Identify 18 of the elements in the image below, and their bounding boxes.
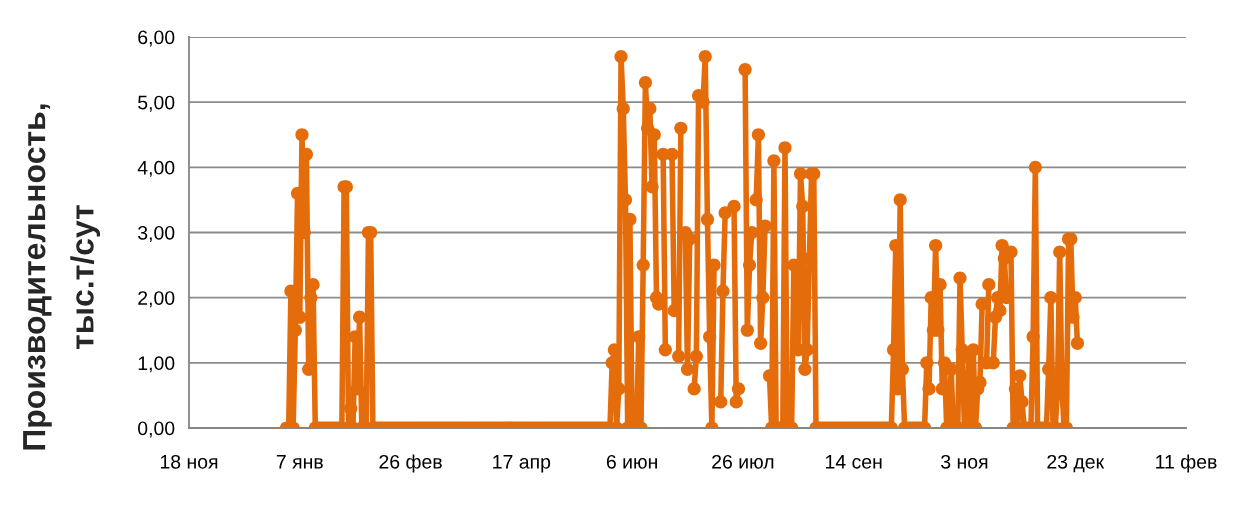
y-tick-label: 0,00 [138, 421, 175, 438]
x-tick-label: 11 фев [1156, 454, 1217, 473]
y-tick-label: 2,00 [138, 291, 175, 308]
y-tick-label: 3,00 [138, 225, 175, 243]
y-axis-title: Производительность, тыс.т/сут [23, 104, 101, 450]
x-tick-label: 14 сен [826, 455, 882, 469]
x-tick-label: 3 ноя [941, 454, 988, 469]
y-tick-label: 1,00 [138, 356, 175, 373]
y-tick-label: 4,00 [137, 160, 175, 177]
x-tick-label: 26 фев [379, 454, 442, 473]
x-tick-label: 7 янв [276, 455, 323, 469]
y-tick-label: 5,00 [138, 95, 175, 112]
x-tick-label: 23 дек [1047, 454, 1105, 473]
y-tick-label: 6,00 [138, 30, 175, 47]
x-tick-label: 18 ноя [160, 454, 218, 469]
x-tick-label: 6 июн [606, 454, 657, 469]
x-tick-label: 26 июл [712, 454, 774, 469]
x-tick-label: 17 апр [493, 455, 551, 473]
